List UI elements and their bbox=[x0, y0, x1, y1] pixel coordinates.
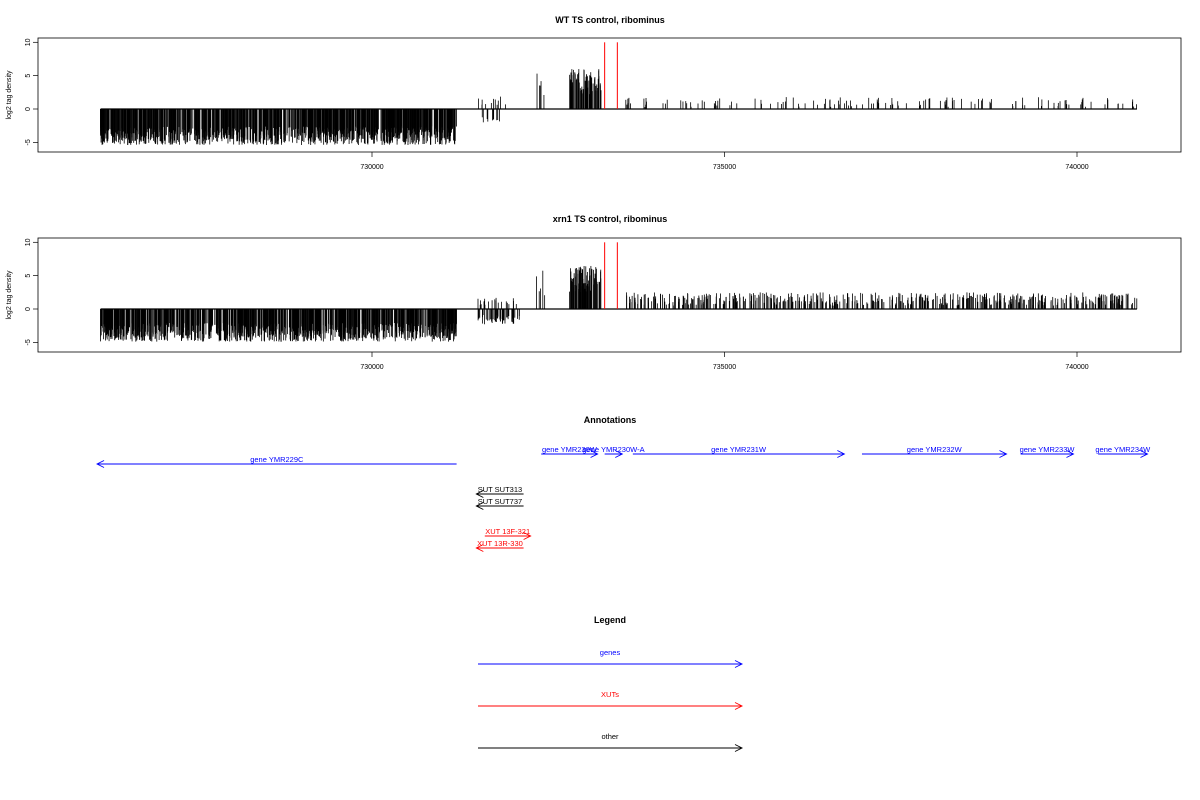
annotation-arrow-head bbox=[523, 532, 532, 540]
annotation-arrow-head bbox=[1140, 450, 1149, 458]
annotation-arrow-head bbox=[837, 450, 846, 458]
x-tick-label: 735000 bbox=[713, 364, 736, 371]
annotation-arrow-head bbox=[475, 490, 484, 498]
x-tick-label: 735000 bbox=[713, 164, 736, 171]
annotation-label: gene YMR232W bbox=[907, 445, 963, 454]
annotation-label: gene YMR233W bbox=[1020, 445, 1076, 454]
x-tick-label: 730000 bbox=[360, 364, 383, 371]
annotation-arrow-head bbox=[615, 450, 624, 458]
panel-wt-ylabel: log2 tag density bbox=[6, 70, 13, 120]
legend-panel: Legend genes XUTs other bbox=[478, 615, 744, 752]
annotation-arrow-head bbox=[96, 460, 105, 468]
annotation-label: SUT SUT313 bbox=[478, 485, 522, 494]
legend-arrow-head bbox=[734, 660, 744, 668]
annotations-title: Annotations bbox=[584, 415, 637, 425]
annotation-arrow-head bbox=[475, 502, 484, 510]
y-tick-label: 0 bbox=[25, 307, 32, 311]
annotation-arrow-head bbox=[475, 544, 484, 552]
annotation-label: XUT 13F-321 bbox=[485, 527, 530, 536]
legend-label: XUTs bbox=[601, 690, 619, 699]
annotation-arrow-head bbox=[590, 450, 599, 458]
y-tick-label: -5 bbox=[25, 139, 32, 145]
y-tick-label: 0 bbox=[25, 107, 32, 111]
legend-arrow-head bbox=[734, 744, 744, 752]
y-tick-label: 10 bbox=[25, 38, 32, 46]
annotation-label: gene YMR234W bbox=[1095, 445, 1151, 454]
legend-title: Legend bbox=[594, 615, 626, 625]
annotation-label: gene YMR231W bbox=[711, 445, 767, 454]
legend-label: genes bbox=[600, 648, 621, 657]
annotation-label: XUT 13R-330 bbox=[477, 539, 523, 548]
y-tick-label: 5 bbox=[25, 274, 32, 278]
annotation-label: SUT SUT737 bbox=[478, 497, 522, 506]
y-tick-label: 5 bbox=[25, 74, 32, 78]
annotation-label: gene YMR229C bbox=[250, 455, 304, 464]
x-tick-label: 740000 bbox=[1065, 164, 1088, 171]
y-tick-label: -5 bbox=[25, 339, 32, 345]
y-tick-label: 10 bbox=[25, 238, 32, 246]
annotation-label: gene YMR230W bbox=[542, 445, 598, 454]
panel-wt-frame bbox=[37, 37, 1182, 153]
panel-xrn1-frame bbox=[37, 237, 1182, 353]
annotation-arrow-head bbox=[999, 450, 1008, 458]
panel-wt-title: WT TS control, ribominus bbox=[555, 15, 665, 25]
panel-xrn1-title: xrn1 TS control, ribominus bbox=[553, 214, 668, 224]
x-tick-label: 730000 bbox=[360, 164, 383, 171]
panel-wt: WT TS control, ribominus -5 0 5 10 730000 735… bbox=[6, 15, 1182, 171]
legend-arrow-head bbox=[734, 702, 744, 710]
annotation-arrow-head bbox=[1066, 450, 1075, 458]
x-tick-label: 740000 bbox=[1065, 364, 1088, 371]
annotation-label: gene YMR230W-A bbox=[582, 445, 644, 454]
panel-xrn1: xrn1 TS control, ribominus -5 0 5 10 730000 7… bbox=[6, 214, 1182, 371]
legend-label: other bbox=[601, 732, 619, 741]
panel-xrn1-ylabel: log2 tag density bbox=[6, 270, 13, 320]
